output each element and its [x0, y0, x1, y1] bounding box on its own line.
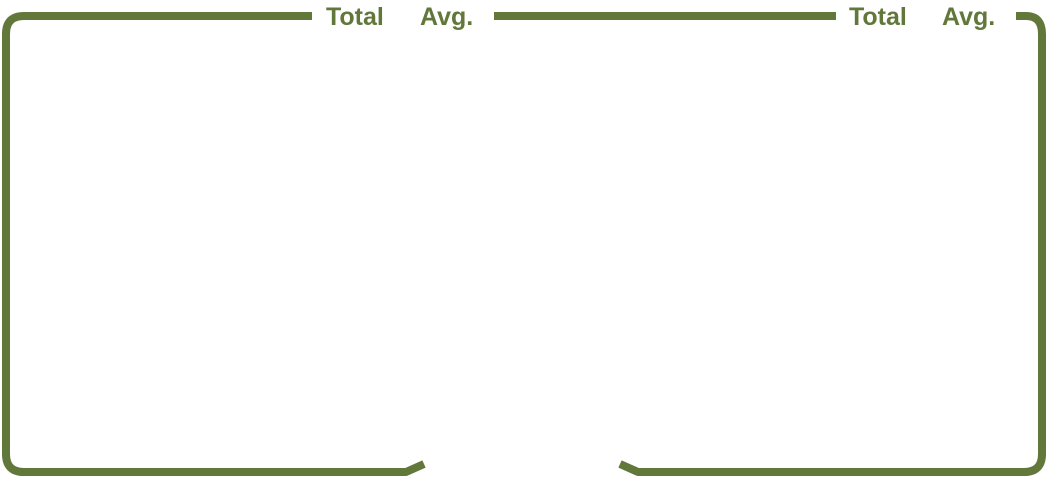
frame-top-left-segment — [2, 12, 426, 476]
frame-right-segment — [618, 12, 1046, 476]
left-content-panel — [18, 30, 504, 460]
right-total-label: Total — [849, 3, 907, 31]
right-content-panel — [520, 30, 1028, 460]
right-avg-label: Avg. — [942, 3, 996, 31]
left-total-label: Total — [326, 3, 384, 31]
left-avg-label: Avg. — [420, 3, 474, 31]
